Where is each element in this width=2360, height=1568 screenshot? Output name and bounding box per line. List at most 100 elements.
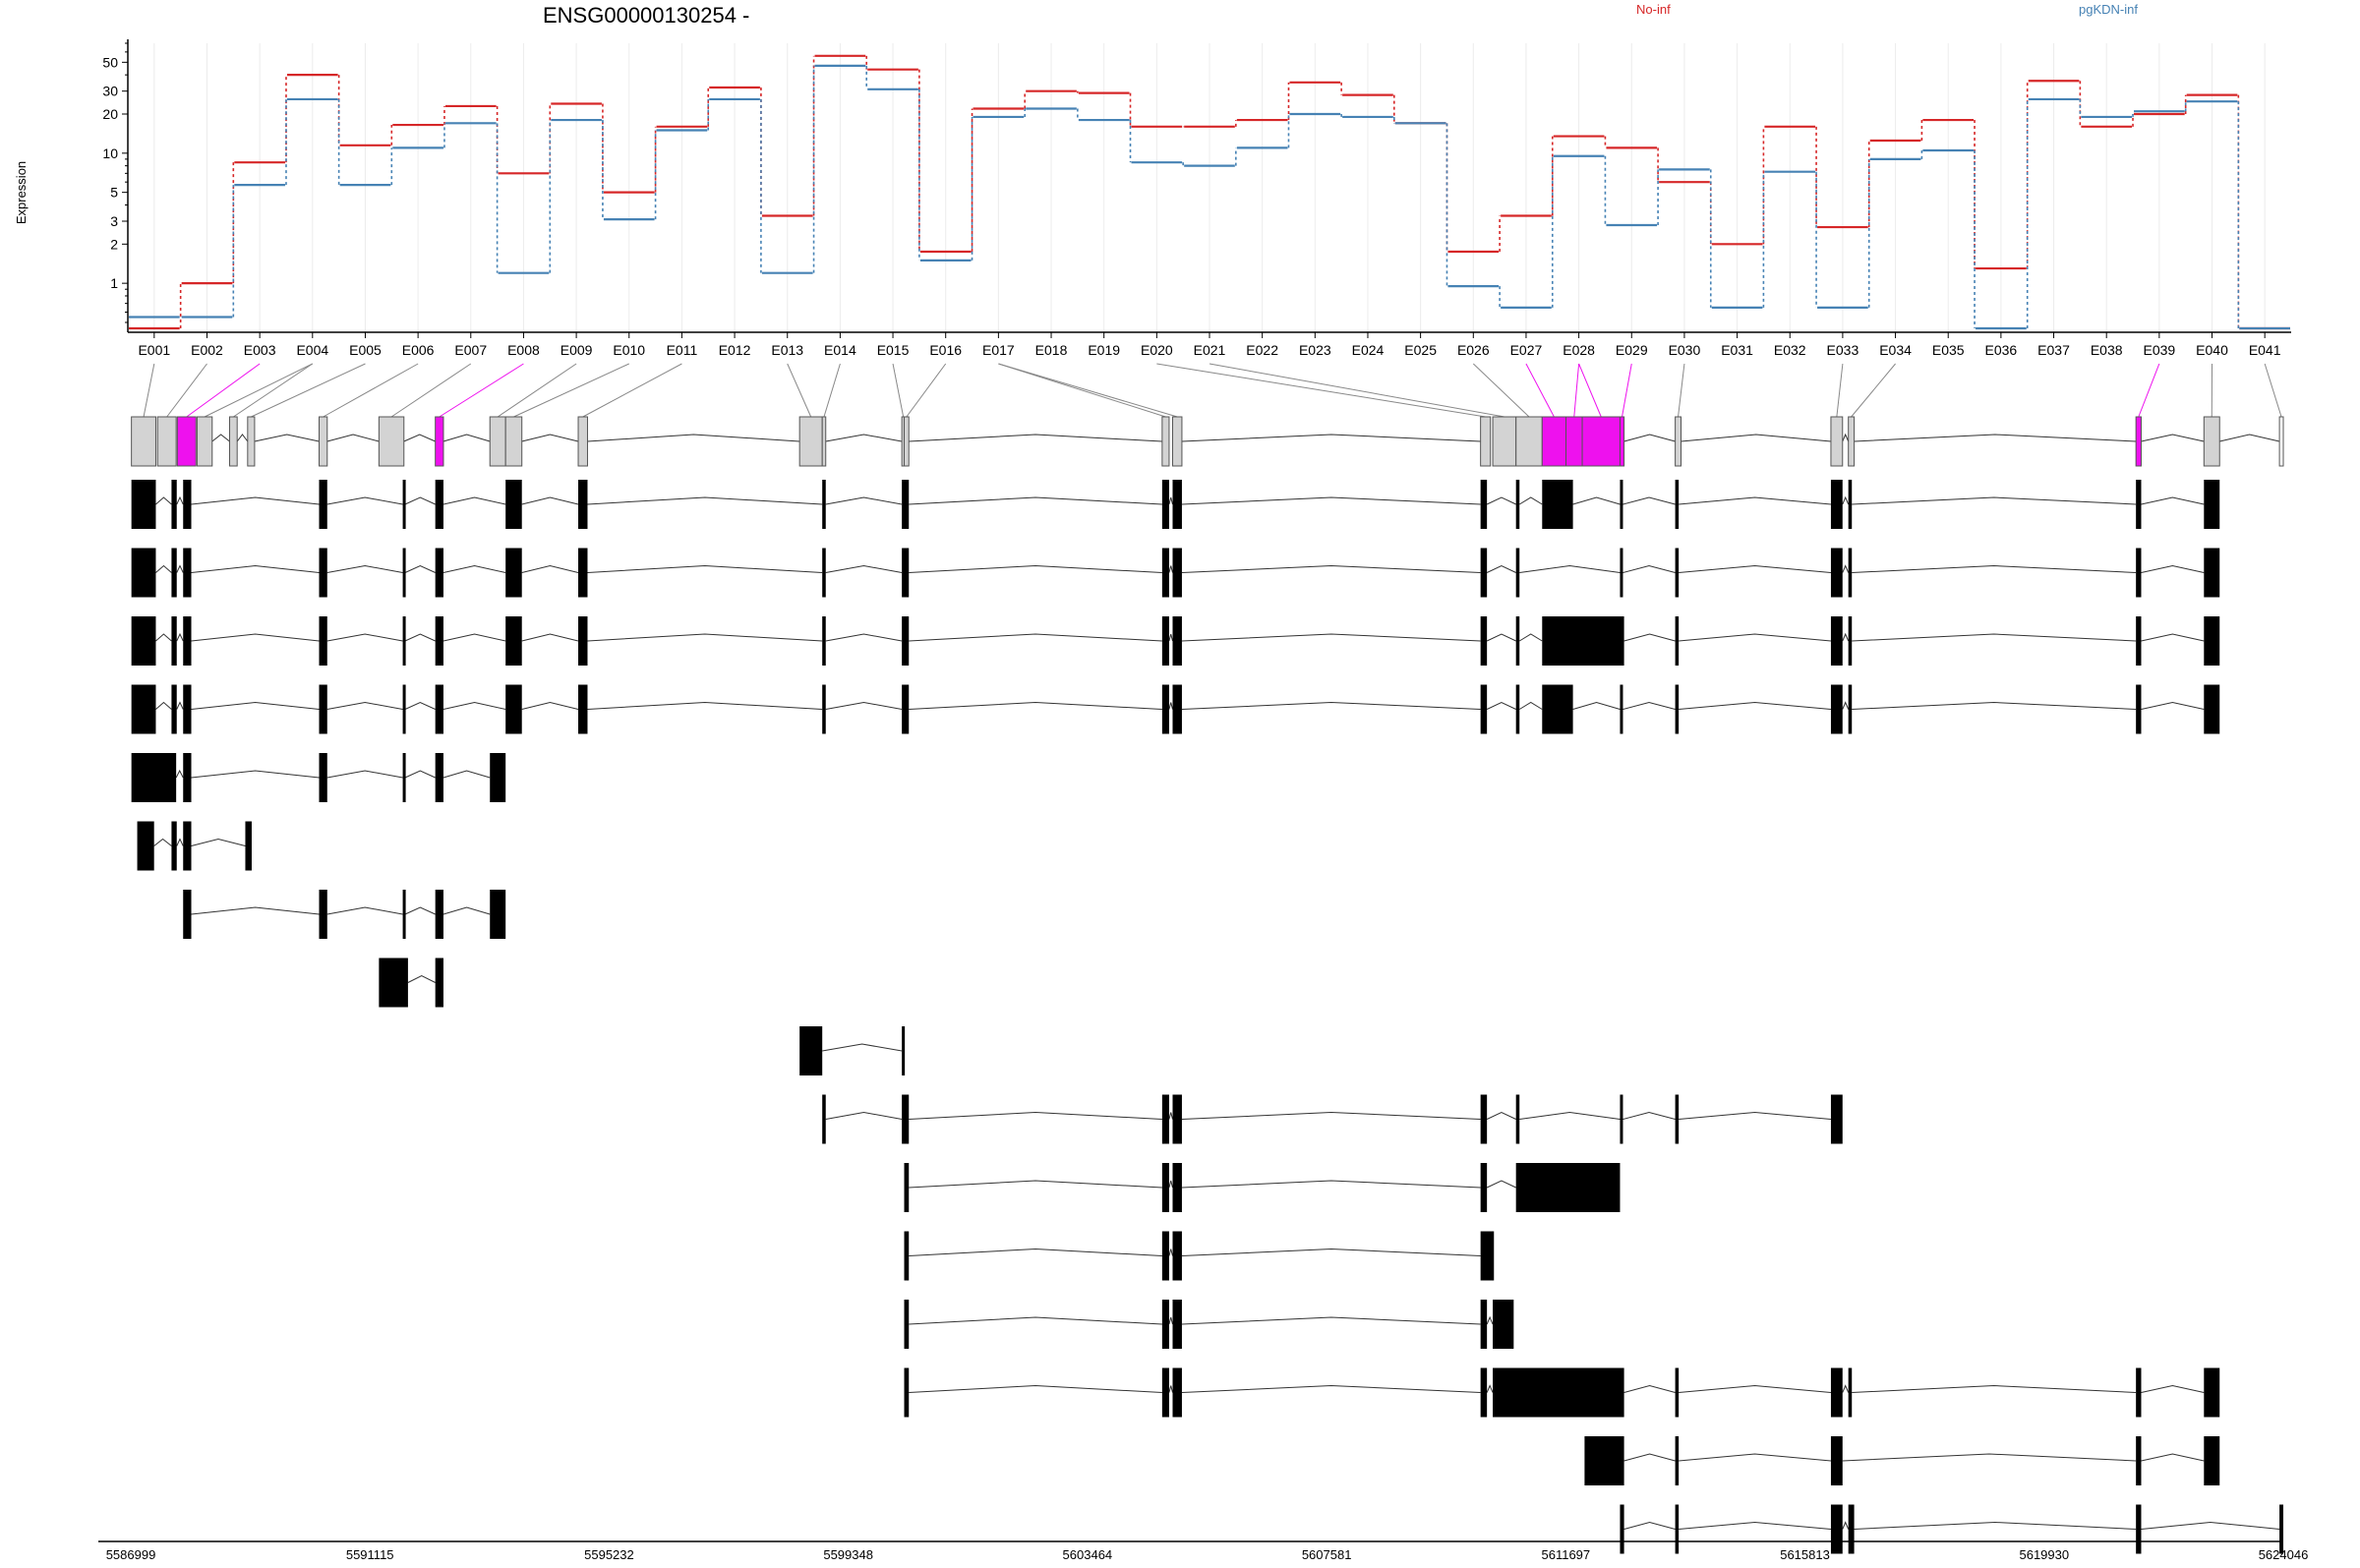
transcript-intron: [192, 703, 320, 710]
transcript-exon: [905, 1163, 910, 1212]
transcript-exon: [1849, 1368, 1853, 1418]
transcript-exon: [138, 822, 154, 871]
transcript-exon: [1676, 1436, 1680, 1485]
transcript-intron: [1182, 1249, 1481, 1256]
x-tick-label: E010: [613, 342, 645, 358]
transcript-intron: [192, 634, 320, 641]
transcript-exon: [1849, 616, 1853, 666]
transcript-exon: [171, 685, 176, 734]
exon-link-line: [187, 364, 260, 417]
x-tick-label: E018: [1035, 342, 1068, 358]
transcript-exon: [1831, 616, 1843, 666]
genomic-tick-label: 5603464: [1063, 1547, 1113, 1562]
transcript-intron: [1852, 703, 2136, 710]
transcript-intron: [2141, 1386, 2204, 1393]
transcript-intron: [2141, 497, 2204, 504]
x-tick-label: E001: [138, 342, 170, 358]
exon-bin: [1542, 417, 1565, 466]
x-tick-label: E029: [1616, 342, 1648, 358]
exon-bin: [1831, 417, 1843, 466]
transcript-intron: [1182, 1113, 1481, 1120]
x-tick-label: E004: [296, 342, 328, 358]
transcript-intron: [405, 566, 436, 573]
transcript-intron: [1169, 1317, 1173, 1324]
transcript-intron: [909, 703, 1162, 710]
exon-model-intron: [1682, 435, 1831, 441]
x-tick-label: E019: [1088, 342, 1120, 358]
transcript-intron: [327, 703, 403, 710]
transcript-exon: [403, 549, 406, 598]
transcript-intron: [1519, 497, 1542, 504]
transcript-exon: [822, 1095, 826, 1144]
exon-model-intron: [522, 435, 578, 441]
transcript-intron: [1679, 1523, 1831, 1530]
transcript-intron: [1169, 1181, 1173, 1188]
transcript-intron: [443, 703, 505, 710]
transcript-exon: [1849, 685, 1853, 734]
transcript-intron: [1679, 1454, 1831, 1461]
exon-model-intron: [255, 435, 320, 441]
transcript-exon: [320, 753, 327, 802]
x-tick-label: E040: [2196, 342, 2228, 358]
exon-bin: [436, 417, 443, 466]
transcript-intron: [2141, 1523, 2279, 1530]
transcript-exon: [905, 1300, 910, 1349]
transcript-intron: [2141, 566, 2204, 573]
transcript-intron: [587, 566, 822, 573]
exon-link-line: [205, 364, 313, 417]
transcript-intron: [192, 907, 320, 914]
transcript-intron: [327, 634, 403, 641]
transcript-intron: [1622, 497, 1675, 504]
y-tick-label: 1: [110, 275, 118, 291]
exon-bin: [230, 417, 238, 466]
transcript-exon: [1620, 1095, 1622, 1144]
exon-bin: [1566, 417, 1583, 466]
transcript-exon: [1516, 1163, 1621, 1212]
exon-model-intron: [404, 435, 436, 441]
transcript-intron: [1519, 703, 1542, 710]
transcript-exon: [1481, 1232, 1495, 1281]
transcript-intron: [405, 634, 436, 641]
exon-model-intron: [212, 435, 230, 441]
x-tick-label: E013: [771, 342, 803, 358]
transcript-exon: [1542, 480, 1572, 529]
transcript-exon: [2204, 1368, 2219, 1418]
transcript-intron: [1182, 1317, 1481, 1324]
exon-bin: [2136, 417, 2141, 466]
transcript-intron: [192, 840, 246, 846]
transcript-exon: [1481, 616, 1487, 666]
exon-link-line: [907, 364, 946, 417]
x-tick-label: E017: [982, 342, 1015, 358]
exon-bin: [1493, 417, 1516, 466]
transcript-intron: [587, 703, 822, 710]
x-tick-label: E028: [1563, 342, 1595, 358]
legend-no-inf: No-inf: [1636, 2, 1671, 17]
exon-bin: [578, 417, 587, 466]
genomic-tick-label: 5595232: [584, 1547, 634, 1562]
transcript-exon: [1493, 1300, 1513, 1349]
transcript-intron: [1679, 1113, 1831, 1120]
y-tick-label: 10: [102, 145, 118, 161]
transcript-exon: [2204, 1436, 2219, 1485]
transcript-intron: [1487, 1113, 1516, 1120]
transcript-exon: [320, 685, 327, 734]
transcript-exon: [1831, 685, 1843, 734]
exon-link-line: [893, 364, 904, 417]
exon-link-line: [498, 364, 576, 417]
transcript-exon: [1620, 480, 1622, 529]
transcript-intron: [1169, 1113, 1173, 1120]
transcript-exon: [1831, 1368, 1843, 1418]
transcript-intron: [1169, 703, 1173, 710]
transcript-intron: [1624, 1386, 1676, 1393]
exon-link-line: [2139, 364, 2159, 417]
transcript-intron: [1487, 1386, 1493, 1393]
exon-bin: [1481, 417, 1491, 466]
exon-bin: [157, 417, 176, 466]
transcript-intron: [177, 634, 183, 641]
transcript-intron: [327, 497, 403, 504]
transcript-exon: [905, 1232, 910, 1281]
x-tick-label: E021: [1194, 342, 1226, 358]
transcript-intron: [1622, 566, 1675, 573]
transcript-exon: [1481, 549, 1487, 598]
